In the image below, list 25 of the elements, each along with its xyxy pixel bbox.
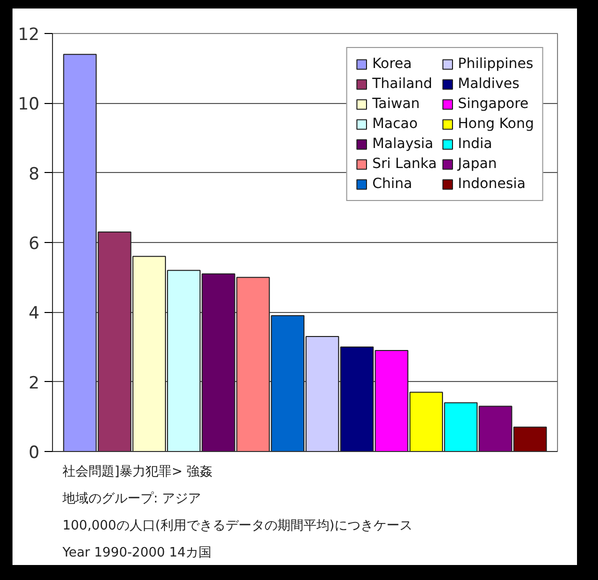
legend-label: Japan bbox=[458, 156, 497, 172]
y-tick-label: 6 bbox=[28, 234, 40, 254]
legend-label: Malaysia bbox=[372, 136, 434, 152]
text: 社会問題]暴力犯罪> 強姦 bbox=[62, 464, 213, 480]
y-tick-label: 8 bbox=[28, 164, 40, 184]
legend-label: India bbox=[458, 136, 492, 152]
legend-label: Korea bbox=[372, 56, 412, 72]
y-tick-label: 4 bbox=[28, 304, 40, 324]
text: 地域のグループ: アジア bbox=[62, 492, 202, 506]
y-tick-label: 10 bbox=[18, 94, 40, 115]
text: Year 1990-2000 14カ国 bbox=[62, 546, 212, 560]
legend-label: Philippines bbox=[458, 56, 534, 72]
legend-label: China bbox=[372, 176, 412, 192]
y-tick-label: 12 bbox=[18, 25, 40, 45]
legend-label: Singapore bbox=[458, 96, 529, 112]
legend-label: Taiwan bbox=[372, 96, 420, 112]
legend-label: Maldives bbox=[458, 76, 520, 92]
y-tick-label: 2 bbox=[28, 373, 40, 394]
y-tick-label: 0 bbox=[28, 443, 40, 463]
legend-label: Macao bbox=[372, 116, 418, 132]
legend-label: Hong Kong bbox=[458, 116, 534, 132]
legend-label: Indonesia bbox=[458, 176, 526, 192]
text: 100,000の人口(利用できるデータの期間平均)につきケース bbox=[62, 518, 412, 534]
legend-label: Sri Lanka bbox=[372, 156, 437, 172]
legend-label: Thailand bbox=[372, 76, 432, 92]
